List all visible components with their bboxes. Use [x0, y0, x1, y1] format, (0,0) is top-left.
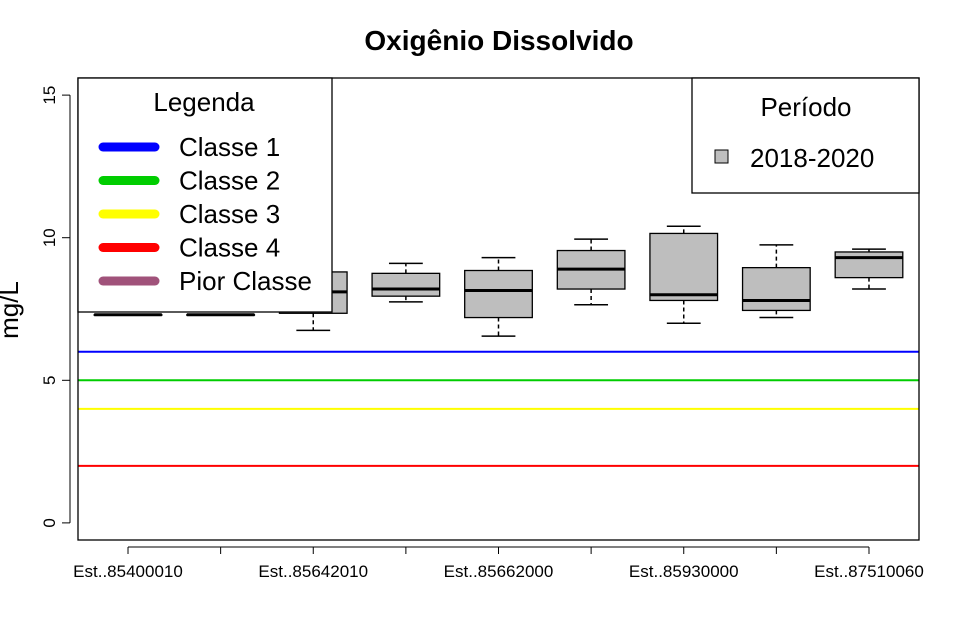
legend-title: Período [760, 92, 851, 122]
legend-item: Pior Classe [98, 266, 312, 296]
y-axis-label: mg/L [0, 281, 24, 339]
legend-item: Classe 1 [98, 132, 280, 162]
legend-item: Classe 2 [98, 166, 280, 196]
box-iqr [834, 251, 904, 279]
x-axis: Est..85400010 Est..85642010 Est..85662000 E… [73, 546, 924, 581]
boxplot [464, 256, 533, 337]
boxplot [834, 248, 904, 290]
y-tick-label: 5 [40, 376, 59, 385]
legend-swatch [714, 149, 729, 164]
box-iqr [371, 272, 441, 297]
x-tick-label: Est..85662000 [444, 562, 554, 581]
boxplot [371, 262, 441, 303]
legend-label: Classe 3 [179, 199, 280, 229]
legend-box [691, 77, 920, 194]
legend-item: Classe 3 [98, 199, 280, 229]
y-axis: 0 5 10 15 [40, 86, 71, 528]
legend-label: Classe 1 [179, 132, 280, 162]
x-tick-label: Est..85930000 [629, 562, 739, 581]
chart-title: Oxigênio Dissolvido [364, 25, 633, 56]
legend-period: Período 2018-2020 [691, 77, 920, 194]
box-iqr [741, 266, 811, 312]
legend-item: 2018-2020 [714, 143, 874, 173]
y-tick-label: 10 [40, 228, 59, 247]
x-tick-label: Est..85642010 [258, 562, 368, 581]
x-tick-label: Est..87510060 [814, 562, 924, 581]
legend-box [77, 77, 333, 313]
boxplot [556, 238, 626, 306]
boxplot [186, 313, 256, 317]
y-tick-label: 0 [40, 518, 59, 527]
boxplot [649, 225, 719, 325]
box-iqr [649, 232, 719, 302]
x-tick-label: Est..85400010 [73, 562, 183, 581]
box-iqr [464, 269, 533, 319]
legend-label: Classe 4 [179, 233, 280, 263]
legend-label: Pior Classe [179, 266, 312, 296]
legend-label: Classe 2 [179, 166, 280, 196]
boxplot [93, 313, 163, 317]
legend-item: Classe 4 [98, 233, 280, 263]
y-tick-label: 15 [40, 86, 59, 105]
legend-label: 2018-2020 [750, 143, 874, 173]
boxplot [741, 244, 811, 319]
legend-title: Legenda [153, 87, 255, 117]
